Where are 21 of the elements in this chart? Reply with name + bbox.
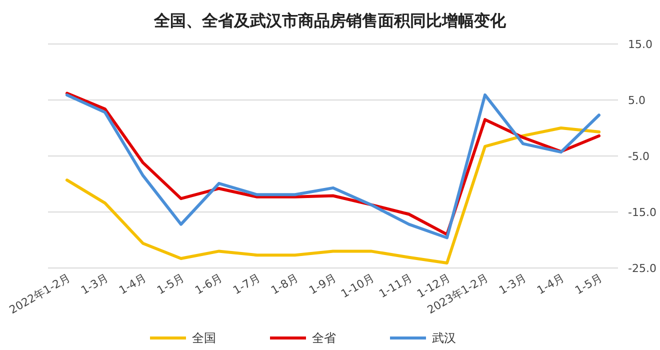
x-tick-label: 1-5月 bbox=[154, 271, 186, 298]
x-tick-label: 1-6月 bbox=[192, 271, 224, 298]
x-tick-label: 1-4月 bbox=[534, 271, 566, 298]
x-tick-label: 1-8月 bbox=[268, 271, 300, 298]
x-tick-label: 1-4月 bbox=[116, 271, 148, 298]
x-tick-label: 1-7月 bbox=[230, 271, 262, 298]
chart-title: 全国、全省及武汉市商品房销售面积同比增幅变化 bbox=[153, 11, 507, 30]
x-tick-label: 1-10月 bbox=[338, 271, 376, 301]
x-tick-label: 1-5月 bbox=[572, 271, 604, 298]
legend-label: 全省 bbox=[312, 331, 336, 345]
x-tick-label: 1-3月 bbox=[78, 271, 110, 298]
x-tick-label: 1-9月 bbox=[306, 271, 338, 298]
y-tick-label: 5.0 bbox=[628, 94, 646, 107]
y-tick-label: -5.0 bbox=[628, 150, 650, 163]
legend-label: 全国 bbox=[192, 331, 216, 345]
legend-label: 武汉 bbox=[432, 331, 456, 345]
y-tick-label: -15.0 bbox=[628, 206, 656, 219]
y-tick-label: 15.0 bbox=[628, 38, 652, 51]
x-tick-label: 1-11月 bbox=[376, 271, 414, 301]
y-tick-label: -25.0 bbox=[628, 262, 656, 275]
x-tick-label: 1-3月 bbox=[496, 271, 528, 298]
